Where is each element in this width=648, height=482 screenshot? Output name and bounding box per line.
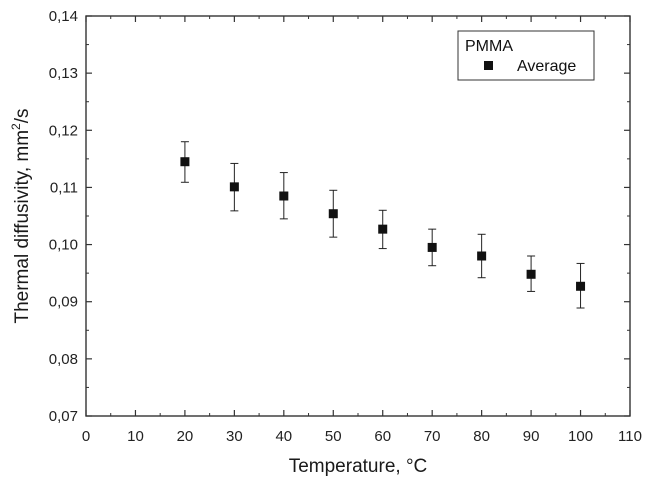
legend-marker (484, 61, 493, 70)
data-point (180, 157, 190, 167)
y-tick-label: 0,10 (49, 237, 78, 254)
x-tick-label: 60 (374, 428, 391, 445)
data-point (526, 269, 536, 279)
y-axis-title-main: Thermal diffusivity, mm (12, 130, 33, 324)
y-tick-label: 0,08 (49, 351, 78, 368)
y-tick-label: 0,12 (49, 122, 78, 139)
x-tick-label: 110 (618, 428, 642, 445)
y-axis-title-unit: /s (12, 108, 33, 123)
y-tick-label: 0,07 (49, 408, 78, 425)
x-axis-title: Temperature, °C (289, 456, 428, 477)
data-point (279, 191, 289, 201)
y-tick-label: 0,11 (50, 179, 78, 196)
x-tick-label: 30 (226, 428, 243, 445)
tick-labels: 0 10 20 30 40 50 60 70 80 90 100 110 0,07 0,08 0,09 0,1… (49, 8, 642, 445)
legend: PMMA Average (457, 30, 595, 81)
y-axis-title: Thermal diffusivity, mm2/s (9, 108, 33, 323)
data-points (180, 157, 586, 291)
data-point (328, 209, 338, 219)
x-tick-label: 0 (82, 428, 90, 445)
data-point (477, 251, 487, 261)
data-point (378, 224, 388, 234)
x-tick-label: 20 (177, 428, 194, 445)
data-point (229, 182, 239, 192)
x-tick-label: 100 (568, 428, 593, 445)
data-point (427, 242, 437, 252)
y-axis-title-superscript: 2 (9, 123, 23, 130)
x-tick-label: 40 (275, 428, 292, 445)
x-tick-label: 50 (325, 428, 342, 445)
x-tick-label: 70 (424, 428, 441, 445)
x-tick-label: 10 (127, 428, 144, 445)
y-tick-label: 0,14 (49, 8, 78, 25)
data-point (576, 281, 586, 291)
y-tick-label: 0,09 (49, 294, 78, 311)
ticks (85, 15, 631, 417)
x-tick-label: 90 (523, 428, 540, 445)
legend-entry-average: Average (517, 58, 576, 75)
legend-box (457, 30, 595, 81)
y-tick-label: 0,13 (49, 65, 78, 82)
x-tick-label: 80 (473, 428, 490, 445)
legend-title: PMMA (465, 38, 513, 55)
